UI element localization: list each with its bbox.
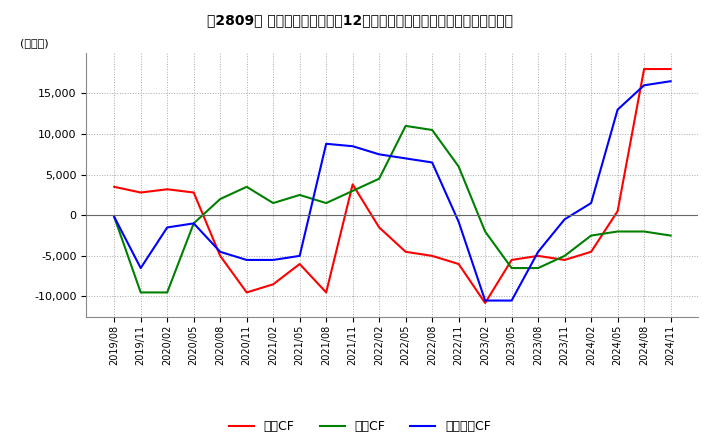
- 営業CF: [110, 184, 119, 190]
- 投資CF: [481, 229, 490, 234]
- フリー－CF: [243, 257, 251, 263]
- 投資CF: [110, 214, 119, 220]
- 営業CF: [640, 66, 649, 72]
- フリー－CF: [163, 225, 171, 230]
- 投資CF: [136, 290, 145, 295]
- Line: フリー－CF: フリー－CF: [114, 81, 670, 301]
- 投資CF: [189, 221, 198, 226]
- フリー－CF: [110, 214, 119, 220]
- Line: 投資CF: 投資CF: [114, 126, 670, 293]
- 投資CF: [322, 201, 330, 206]
- 営業CF: [481, 301, 490, 306]
- 営業CF: [534, 253, 542, 259]
- 投資CF: [269, 201, 277, 206]
- 営業CF: [666, 66, 675, 72]
- 営業CF: [269, 282, 277, 287]
- 投資CF: [640, 229, 649, 234]
- 投資CF: [348, 188, 357, 194]
- フリー－CF: [666, 79, 675, 84]
- 営業CF: [587, 249, 595, 254]
- 投資CF: [560, 253, 569, 259]
- フリー－CF: [560, 216, 569, 222]
- 営業CF: [428, 253, 436, 259]
- フリー－CF: [322, 141, 330, 147]
- 営業CF: [560, 257, 569, 263]
- 投資CF: [454, 164, 463, 169]
- 営業CF: [348, 182, 357, 187]
- 投資CF: [243, 184, 251, 190]
- フリー－CF: [508, 298, 516, 303]
- 投資CF: [613, 229, 622, 234]
- 営業CF: [375, 225, 384, 230]
- フリー－CF: [375, 152, 384, 157]
- 営業CF: [508, 257, 516, 263]
- 投資CF: [375, 176, 384, 181]
- フリー－CF: [454, 219, 463, 224]
- 投資CF: [216, 196, 225, 202]
- フリー－CF: [613, 107, 622, 112]
- フリー－CF: [216, 249, 225, 254]
- フリー－CF: [640, 83, 649, 88]
- Legend: 営業CF, 投資CF, フリー－CF: 営業CF, 投資CF, フリー－CF: [224, 415, 496, 438]
- 営業CF: [216, 253, 225, 259]
- フリー－CF: [348, 143, 357, 149]
- Text: 【2809】 キャッシュフローの12か月移動合計の対前年同期増減額の推移: 【2809】 キャッシュフローの12か月移動合計の対前年同期増減額の推移: [207, 13, 513, 27]
- 投資CF: [401, 123, 410, 128]
- Text: (百万円): (百万円): [20, 37, 49, 48]
- 投資CF: [295, 192, 304, 198]
- フリー－CF: [428, 160, 436, 165]
- 投資CF: [508, 265, 516, 271]
- 営業CF: [189, 190, 198, 195]
- フリー－CF: [269, 257, 277, 263]
- 投資CF: [587, 233, 595, 238]
- 営業CF: [243, 290, 251, 295]
- Line: 営業CF: 営業CF: [114, 69, 670, 303]
- フリー－CF: [189, 221, 198, 226]
- 営業CF: [613, 209, 622, 214]
- 営業CF: [163, 187, 171, 192]
- フリー－CF: [481, 298, 490, 303]
- 営業CF: [454, 261, 463, 267]
- 営業CF: [401, 249, 410, 254]
- 投資CF: [534, 265, 542, 271]
- フリー－CF: [587, 201, 595, 206]
- 投資CF: [428, 127, 436, 132]
- 営業CF: [322, 290, 330, 295]
- 営業CF: [295, 261, 304, 267]
- フリー－CF: [295, 253, 304, 259]
- 営業CF: [136, 190, 145, 195]
- フリー－CF: [136, 265, 145, 271]
- フリー－CF: [534, 249, 542, 254]
- 投資CF: [163, 290, 171, 295]
- フリー－CF: [401, 156, 410, 161]
- 投資CF: [666, 233, 675, 238]
